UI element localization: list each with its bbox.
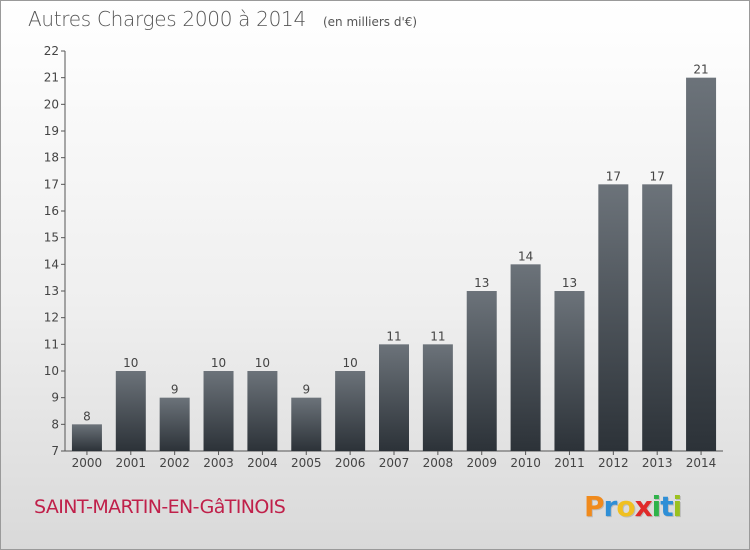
proxiti-logo: Proxiti — [584, 490, 683, 523]
x-tick-label: 2002 — [159, 456, 190, 470]
x-tick-label: 2000 — [72, 456, 103, 470]
bar-value-label: 10 — [123, 356, 138, 370]
bar — [510, 264, 541, 451]
chart-title: Autres Charges 2000 à 2014 — [28, 7, 306, 31]
bar — [159, 397, 190, 451]
bar-value-label: 9 — [302, 383, 310, 397]
bar-value-label: 13 — [474, 276, 489, 290]
y-tick-label: 17 — [44, 177, 59, 191]
bar-value-label: 11 — [386, 329, 401, 343]
bar-value-label: 10 — [342, 356, 357, 370]
logo-letter: P — [584, 490, 605, 523]
logo-letter: t — [660, 490, 673, 523]
logo-letter: i — [651, 490, 662, 523]
y-tick-label: 12 — [44, 311, 59, 325]
x-tick-label: 2005 — [291, 456, 322, 470]
bar-value-label: 11 — [430, 329, 445, 343]
bar-value-label: 10 — [211, 356, 226, 370]
y-tick-label: 18 — [44, 151, 59, 165]
bar — [115, 371, 146, 451]
y-tick-label: 20 — [44, 97, 59, 111]
chart-header: Autres Charges 2000 à 2014 (en milliers … — [28, 7, 417, 31]
bar-value-label: 13 — [562, 276, 577, 290]
x-axis: 2000 2001 2002 2003 2004 2005 2006 2007 2008 2009… — [65, 450, 723, 470]
y-tick-label: 7 — [51, 444, 59, 458]
y-tick-label: 10 — [44, 364, 59, 378]
bar — [203, 371, 234, 451]
x-tick-label: 2001 — [116, 456, 147, 470]
x-tick-label: 2010 — [510, 456, 541, 470]
x-tick-label: 2009 — [466, 456, 497, 470]
bar-value-label: 17 — [606, 169, 621, 183]
logo-letter: r — [603, 490, 618, 523]
y-tick-label: 14 — [44, 257, 59, 271]
y-tick-label: 13 — [44, 284, 59, 298]
bar-value-label: 8 — [83, 409, 91, 423]
bar-value-label: 21 — [693, 63, 708, 77]
x-tick-label: 2014 — [686, 456, 717, 470]
bar-value-label: 17 — [650, 169, 665, 183]
y-tick-label: 21 — [44, 71, 59, 85]
x-tick-label: 2004 — [247, 456, 278, 470]
bar — [71, 424, 102, 451]
y-tick-label: 22 — [44, 44, 59, 58]
bar — [291, 397, 322, 451]
y-tick-label: 11 — [44, 337, 59, 351]
bar — [379, 344, 409, 451]
y-tick-label: 16 — [44, 204, 59, 218]
logo-letter: x — [634, 490, 653, 523]
y-tick-label: 9 — [51, 391, 59, 405]
bars: 8 10 9 10 10 9 10 11 11 13 14 13 17 17 21 — [71, 63, 717, 452]
x-tick-label: 2007 — [379, 456, 410, 470]
y-tick-label: 19 — [44, 124, 59, 138]
x-tick-label: 2008 — [423, 456, 454, 470]
logo-letter: i — [672, 490, 683, 523]
bar — [554, 291, 585, 451]
bar — [335, 371, 366, 451]
bar — [598, 184, 629, 452]
bar-value-label: 9 — [171, 383, 179, 397]
x-tick-label: 2012 — [598, 456, 629, 470]
logo-letter: o — [616, 490, 635, 523]
bar-value-label: 14 — [518, 249, 533, 263]
y-tick-label: 8 — [51, 417, 59, 431]
bar-value-label: 10 — [255, 356, 270, 370]
bar — [247, 371, 278, 451]
x-tick-label: 2013 — [642, 456, 673, 470]
x-tick-label: 2006 — [335, 456, 366, 470]
x-tick-label: 2003 — [203, 456, 234, 470]
bar — [686, 77, 717, 452]
x-tick-label: 2011 — [554, 456, 585, 470]
y-axis: 7 8 9 10 11 12 13 14 15 16 17 18 19 20 21 22 — [44, 44, 66, 458]
chart-unit: (en milliers d'€) — [322, 15, 418, 29]
bar — [422, 344, 453, 451]
bar — [466, 291, 497, 451]
bar — [642, 184, 673, 452]
commune-name: SAINT-MARTIN-EN-GâTINOIS — [34, 496, 286, 518]
y-tick-label: 15 — [44, 231, 59, 245]
